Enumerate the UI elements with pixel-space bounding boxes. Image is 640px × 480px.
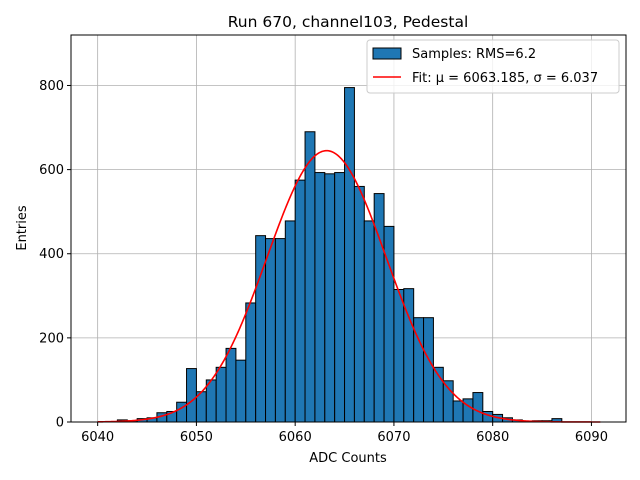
- fit-curve: [97, 149, 601, 423]
- legend-label-samples: Samples: RMS=6.2: [412, 47, 536, 62]
- histogram-bar: [452, 400, 464, 423]
- histogram-bar: [265, 238, 276, 423]
- legend-swatch-samples: [372, 47, 402, 60]
- histogram-bar: [294, 179, 306, 423]
- histogram-bar: [225, 347, 237, 423]
- histogram-bar: [363, 220, 375, 423]
- legend: Samples: RMS=6.2 Fit: μ = 6063.185, σ = …: [366, 39, 620, 94]
- histogram-bar: [314, 172, 326, 423]
- y-axis-ticks: 0 200 400 600 800: [39, 79, 71, 431]
- y-tick-label: 0: [56, 416, 64, 431]
- histogram-bar: [304, 131, 316, 423]
- legend-box: [366, 39, 620, 94]
- y-tick-label: 600: [39, 163, 64, 178]
- x-tick-label: 6090: [575, 430, 608, 445]
- y-axis-label: Entries: [15, 205, 30, 251]
- histogram-bar: [245, 302, 257, 423]
- histogram-bar: [353, 185, 365, 423]
- y-tick-label: 200: [39, 331, 64, 346]
- histogram-bar: [186, 368, 197, 423]
- histogram-bar: [423, 317, 434, 423]
- histogram-bar: [344, 87, 355, 423]
- legend-label-fit: Fit: μ = 6063.185, σ = 6.037: [412, 71, 598, 86]
- x-tick-label: 6080: [476, 430, 509, 445]
- x-tick-label: 6050: [180, 430, 213, 445]
- x-tick-label: 6040: [81, 430, 114, 445]
- chart-title: Run 670, channel103, Pedestal: [228, 13, 469, 31]
- plot-frame: [70, 34, 627, 423]
- fit-curve-layer: [97, 149, 601, 423]
- histogram-bar: [205, 379, 217, 423]
- histogram-bar: [235, 359, 247, 423]
- histogram-bar: [324, 173, 336, 423]
- histogram-bar: [334, 172, 346, 423]
- histogram-bar: [284, 220, 296, 423]
- x-tick-label: 6060: [279, 430, 312, 445]
- y-tick-label: 800: [39, 79, 64, 94]
- y-tick-label: 400: [39, 247, 64, 262]
- x-axis-ticks: 6040 6050 6060 6070 6080 6090: [81, 422, 608, 445]
- histogram-bar: [274, 238, 286, 423]
- histogram-bars: [116, 87, 563, 423]
- histogram-bar: [215, 366, 227, 423]
- x-axis-label: ADC Counts: [309, 451, 387, 466]
- x-tick-label: 6070: [377, 430, 410, 445]
- histogram-bar: [472, 392, 484, 423]
- histogram-bar: [393, 288, 405, 423]
